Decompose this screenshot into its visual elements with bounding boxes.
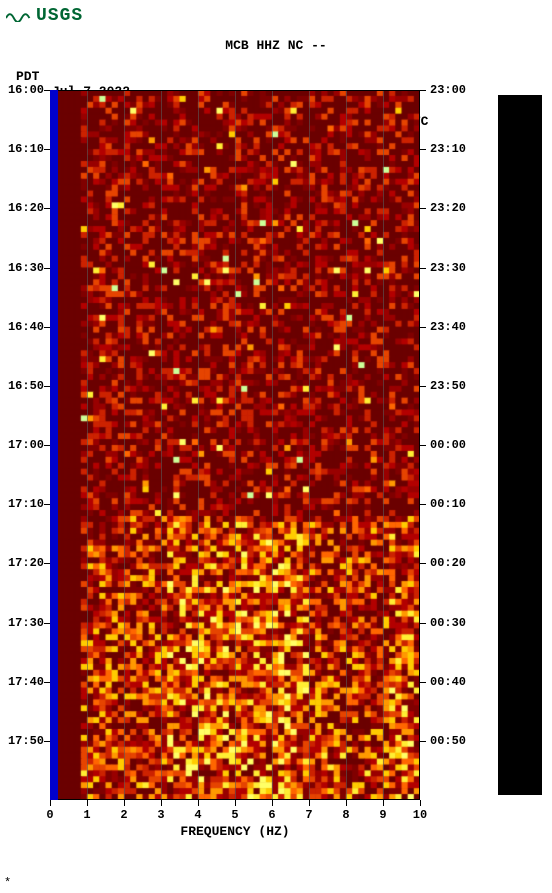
- ytick-left: 17:40: [6, 675, 44, 689]
- xtick: 0: [40, 808, 60, 822]
- ytick-left: 16:00: [6, 83, 44, 97]
- xtick: 8: [336, 808, 356, 822]
- station-line: MCB HHZ NC --: [0, 38, 552, 53]
- usgs-logo: USGS: [6, 6, 83, 26]
- xtick: 7: [299, 808, 319, 822]
- ytick-right: 23:00: [430, 83, 466, 97]
- xtick: 4: [188, 808, 208, 822]
- ytick-left: 17:50: [6, 734, 44, 748]
- tz-left-label: PDT: [16, 69, 39, 84]
- ytick-right: 23:10: [430, 142, 466, 156]
- xtick: 3: [151, 808, 171, 822]
- ytick-left: 17:30: [6, 616, 44, 630]
- ytick-right: 23:20: [430, 201, 466, 215]
- footer-mark: *: [4, 876, 11, 890]
- ytick-left: 17:00: [6, 438, 44, 452]
- ytick-left: 16:40: [6, 320, 44, 334]
- time-indicator-bar: [50, 90, 58, 800]
- xtick: 2: [114, 808, 134, 822]
- ytick-left: 16:30: [6, 261, 44, 275]
- ytick-left: 17:10: [6, 497, 44, 511]
- ytick-right: 00:00: [430, 438, 466, 452]
- ytick-right: 00:40: [430, 675, 466, 689]
- ytick-right: 00:50: [430, 734, 466, 748]
- ytick-right: 23:30: [430, 261, 466, 275]
- x-axis-label: FREQUENCY (HZ): [50, 824, 420, 839]
- ytick-left: 16:20: [6, 201, 44, 215]
- usgs-logo-text: USGS: [36, 6, 83, 26]
- ytick-right: 23:50: [430, 379, 466, 393]
- xtick: 5: [225, 808, 245, 822]
- xtick: 6: [262, 808, 282, 822]
- ytick-right: 00:20: [430, 556, 466, 570]
- spectrogram-chart: [50, 90, 420, 800]
- xtick: 10: [410, 808, 430, 822]
- ytick-right: 23:40: [430, 320, 466, 334]
- ytick-right: 00:30: [430, 616, 466, 630]
- usgs-wave-icon: [6, 8, 32, 22]
- ytick-left: 17:20: [6, 556, 44, 570]
- xtick: 1: [77, 808, 97, 822]
- ytick-left: 16:10: [6, 142, 44, 156]
- ytick-right: 00:10: [430, 497, 466, 511]
- ytick-left: 16:50: [6, 379, 44, 393]
- colorbar: [498, 95, 542, 795]
- xtick: 9: [373, 808, 393, 822]
